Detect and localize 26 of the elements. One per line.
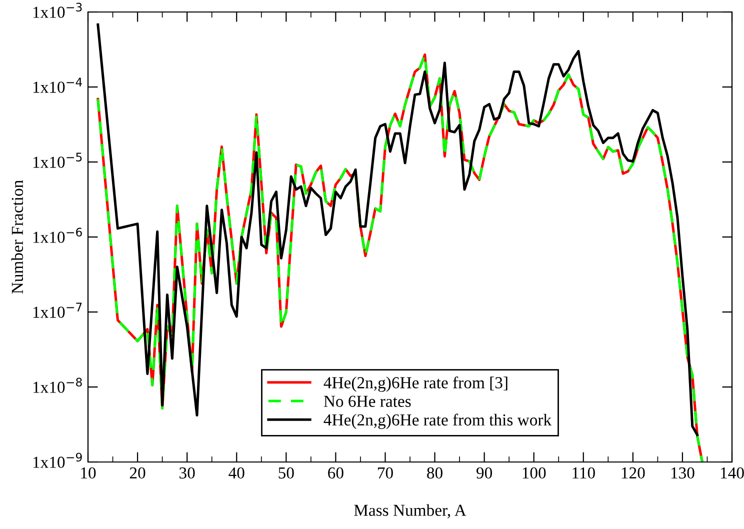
x-tick-label: 140	[720, 467, 744, 479]
x-tick-label: 60	[328, 467, 344, 479]
x-tick-label: 110	[572, 467, 595, 479]
y-tick-label: 1x10$^{−7}$	[33, 302, 82, 318]
x-axis-title: Mass Number, A	[354, 504, 466, 518]
x-tick-label: 10	[81, 467, 96, 479]
y-tick-label: 1x10$^{−5}$	[33, 152, 82, 168]
y-tick-label: 1x10$^{−3}$	[33, 2, 82, 18]
x-tick-label: 90	[476, 467, 492, 479]
x-tick-label: 20	[130, 467, 146, 479]
x-tick-label: 70	[378, 467, 393, 479]
y-tick-label: 1x10$^{−8}$	[33, 378, 82, 393]
y-tick-label: 1x10$^{−9}$	[33, 452, 82, 468]
legend-label: No 6He rates	[324, 396, 411, 407]
x-tick-label: 130	[671, 467, 694, 479]
x-tick-label: 40	[228, 467, 244, 479]
y-tick-label: 1x10$^{−4}$	[33, 78, 82, 93]
legend-label: 4He(2n,g)6He rate from [3]	[324, 376, 508, 392]
legend-label: 4He(2n,g)6He rate from this work	[324, 414, 552, 429]
x-tick-label: 120	[622, 467, 645, 479]
y-tick-label: 1x10$^{−6}$	[33, 228, 82, 243]
x-tick-label: 30	[180, 467, 195, 479]
x-tick-label: 100	[522, 467, 546, 479]
x-tick-label: 80	[427, 467, 442, 479]
y-axis-title: Number Fraction	[11, 180, 24, 294]
x-tick-label: 50	[278, 467, 294, 479]
